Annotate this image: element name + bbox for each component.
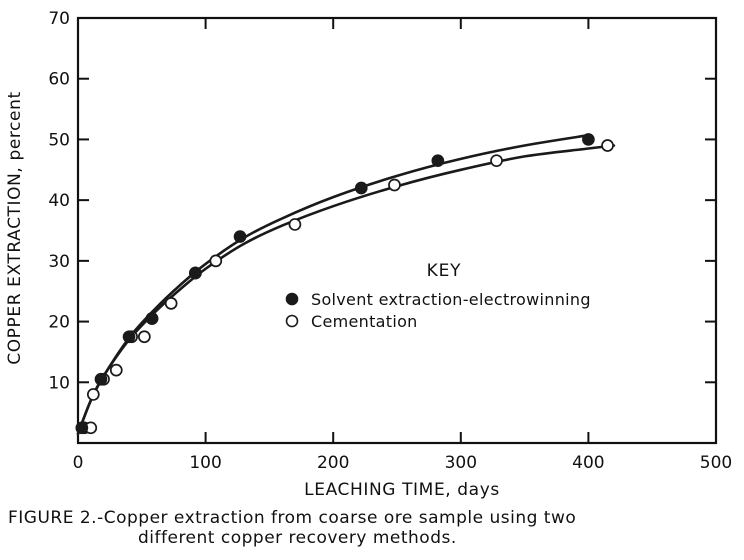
x-tick-label: 500 xyxy=(700,453,732,473)
y-tick-label: 20 xyxy=(48,313,70,333)
solvent-data-point xyxy=(233,230,247,243)
solvent-fit-curve xyxy=(76,133,590,436)
cementation-data-point xyxy=(109,363,123,377)
y-tick-label: 50 xyxy=(48,130,70,150)
solvent-data-point xyxy=(145,312,159,325)
cementation-data-point xyxy=(388,178,401,192)
data-markers xyxy=(75,133,614,435)
cementation-data-point xyxy=(138,330,151,344)
y-tick-label: 30 xyxy=(48,252,70,272)
y-axis: 10 20 30 40 50 60 70 xyxy=(48,9,716,393)
legend-label-solvent: Solvent extraction-electrowinning xyxy=(311,290,591,309)
y-axis-label: COPPER EXTRACTION, percent xyxy=(5,91,25,365)
legend: KEY Solvent extraction-electrowinning Ce… xyxy=(285,261,591,331)
plot-frame xyxy=(76,16,718,445)
caption-line-2: different copper recovery methods. xyxy=(138,528,457,548)
solvent-data-point xyxy=(189,266,202,280)
plot-border xyxy=(76,16,718,445)
legend-marker-solvent xyxy=(285,292,299,306)
solvent-data-point xyxy=(582,133,595,146)
y-tick-label: 70 xyxy=(48,9,70,29)
cementation-data-point xyxy=(86,388,100,401)
cementation-fit-curve xyxy=(76,144,616,436)
x-tick-label: 100 xyxy=(189,453,221,473)
cementation-data-point xyxy=(288,218,302,231)
legend-label-cementation: Cementation xyxy=(311,312,418,331)
solvent-data-point xyxy=(431,154,445,168)
fit-curves xyxy=(76,133,616,436)
legend-marker-cementation xyxy=(285,314,299,328)
legend-title: KEY xyxy=(427,261,462,281)
solvent-data-point xyxy=(75,421,89,435)
cementation-data-point xyxy=(601,139,614,152)
x-axis: 0 100 200 300 400 500 xyxy=(73,18,732,473)
cementation-data-point xyxy=(490,154,503,168)
figure-caption: FIGURE 2.-Copper extraction from coarse … xyxy=(8,508,738,548)
caption-line-1: FIGURE 2.-Copper extraction from coarse … xyxy=(8,508,577,528)
y-tick-label: 10 xyxy=(48,373,70,393)
solvent-data-point xyxy=(354,181,368,195)
cementation-data-point xyxy=(209,254,223,268)
solvent-data-point xyxy=(122,330,136,344)
y-tick-label: 40 xyxy=(48,191,70,211)
solvent-data-point xyxy=(94,372,108,386)
x-tick-label: 0 xyxy=(73,453,84,473)
x-tick-label: 300 xyxy=(445,453,477,473)
x-tick-label: 200 xyxy=(317,453,349,473)
y-tick-label: 60 xyxy=(48,70,70,90)
x-axis-label: LEACHING TIME, days xyxy=(304,480,500,500)
cementation-data-point xyxy=(164,297,178,310)
x-tick-label: 400 xyxy=(572,453,604,473)
